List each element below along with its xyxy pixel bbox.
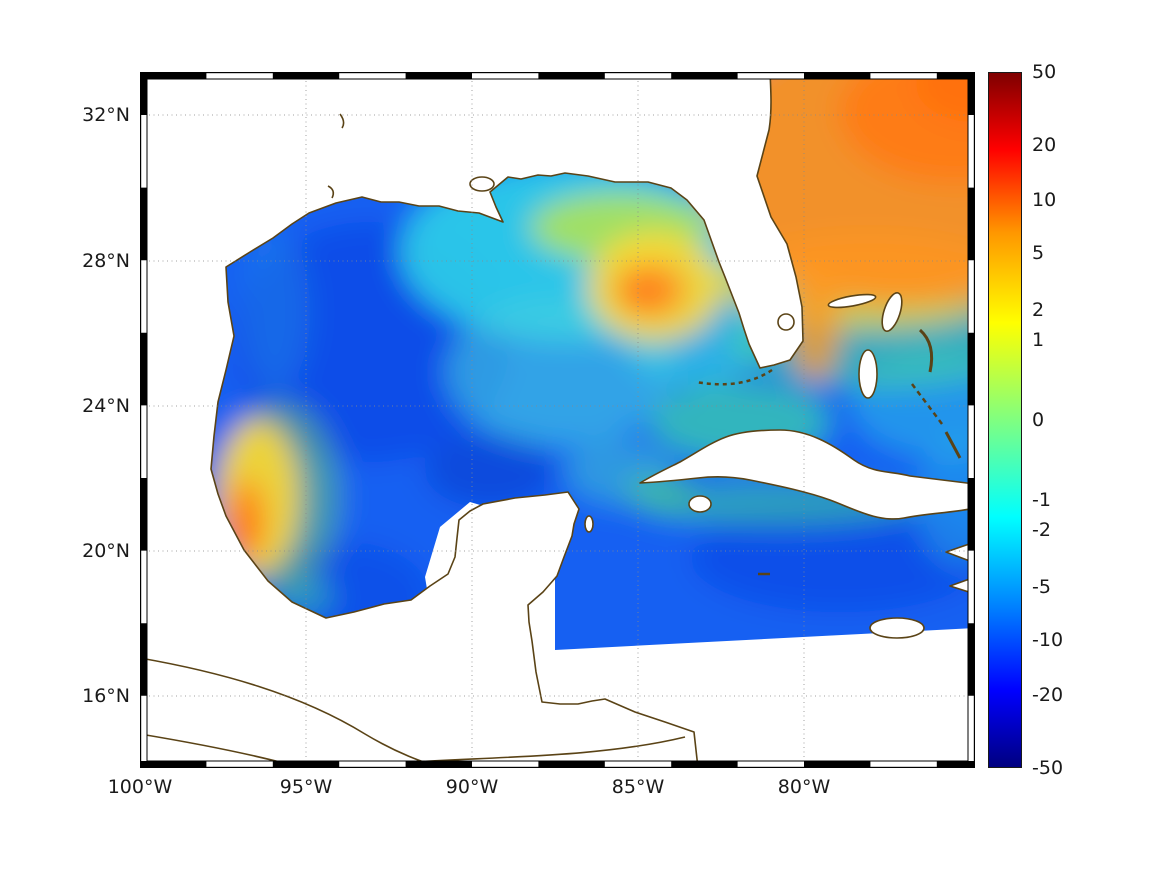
map-canvas: [140, 72, 975, 768]
cb-tick-5: 5: [1032, 242, 1045, 264]
cb-tick-m1: -1: [1032, 489, 1051, 511]
colorbar: [988, 72, 1022, 768]
cb-tick-50: 50: [1032, 61, 1057, 83]
jamaica-coast: [869, 617, 925, 639]
lat-tick-16n: 16°N: [82, 685, 130, 707]
lat-tick-32n: 32°N: [82, 104, 130, 126]
grand-bahama: [827, 293, 877, 309]
texas-river-mark-2: [327, 185, 335, 199]
lake-okeechobee: [777, 313, 795, 331]
lat-tick-24n: 24°N: [82, 395, 130, 417]
lon-tick-95w: 95°W: [279, 776, 333, 798]
cuba-coast: [639, 429, 975, 520]
isla-juventud: [688, 495, 712, 513]
long-island-bahamas: [944, 431, 962, 459]
mainland-coast: [140, 72, 804, 768]
lon-tick-100w: 100°W: [107, 776, 173, 798]
cb-tick-m2: -2: [1032, 519, 1051, 541]
cb-tick-0: 0: [1032, 409, 1045, 431]
mexico-pacific-coast: [140, 657, 446, 768]
abaco-island: [881, 292, 903, 332]
cb-tick-20: 20: [1032, 134, 1057, 156]
cb-tick-m20: -20: [1032, 684, 1064, 706]
cb-tick-1: 1: [1032, 329, 1045, 351]
lat-tick-28n: 28°N: [82, 250, 130, 272]
lake-pontchartrain: [469, 176, 495, 192]
lon-tick-90w: 90°W: [445, 776, 499, 798]
cb-tick-m5: -5: [1032, 576, 1051, 598]
andros-island: [858, 349, 878, 399]
cozumel-island: [584, 515, 594, 533]
cb-tick-2: 2: [1032, 299, 1045, 321]
cb-tick-m50: -50: [1032, 757, 1064, 779]
lon-tick-85w: 85°W: [611, 776, 665, 798]
eleuthera-island: [918, 328, 934, 373]
coastlines: [140, 72, 975, 768]
cb-tick-m10: -10: [1032, 629, 1064, 651]
cb-tick-10: 10: [1032, 189, 1057, 211]
map-frame: [140, 72, 975, 768]
texas-river-mark: [339, 113, 345, 129]
lon-tick-80w: 80°W: [777, 776, 831, 798]
lat-tick-20n: 20°N: [82, 540, 130, 562]
